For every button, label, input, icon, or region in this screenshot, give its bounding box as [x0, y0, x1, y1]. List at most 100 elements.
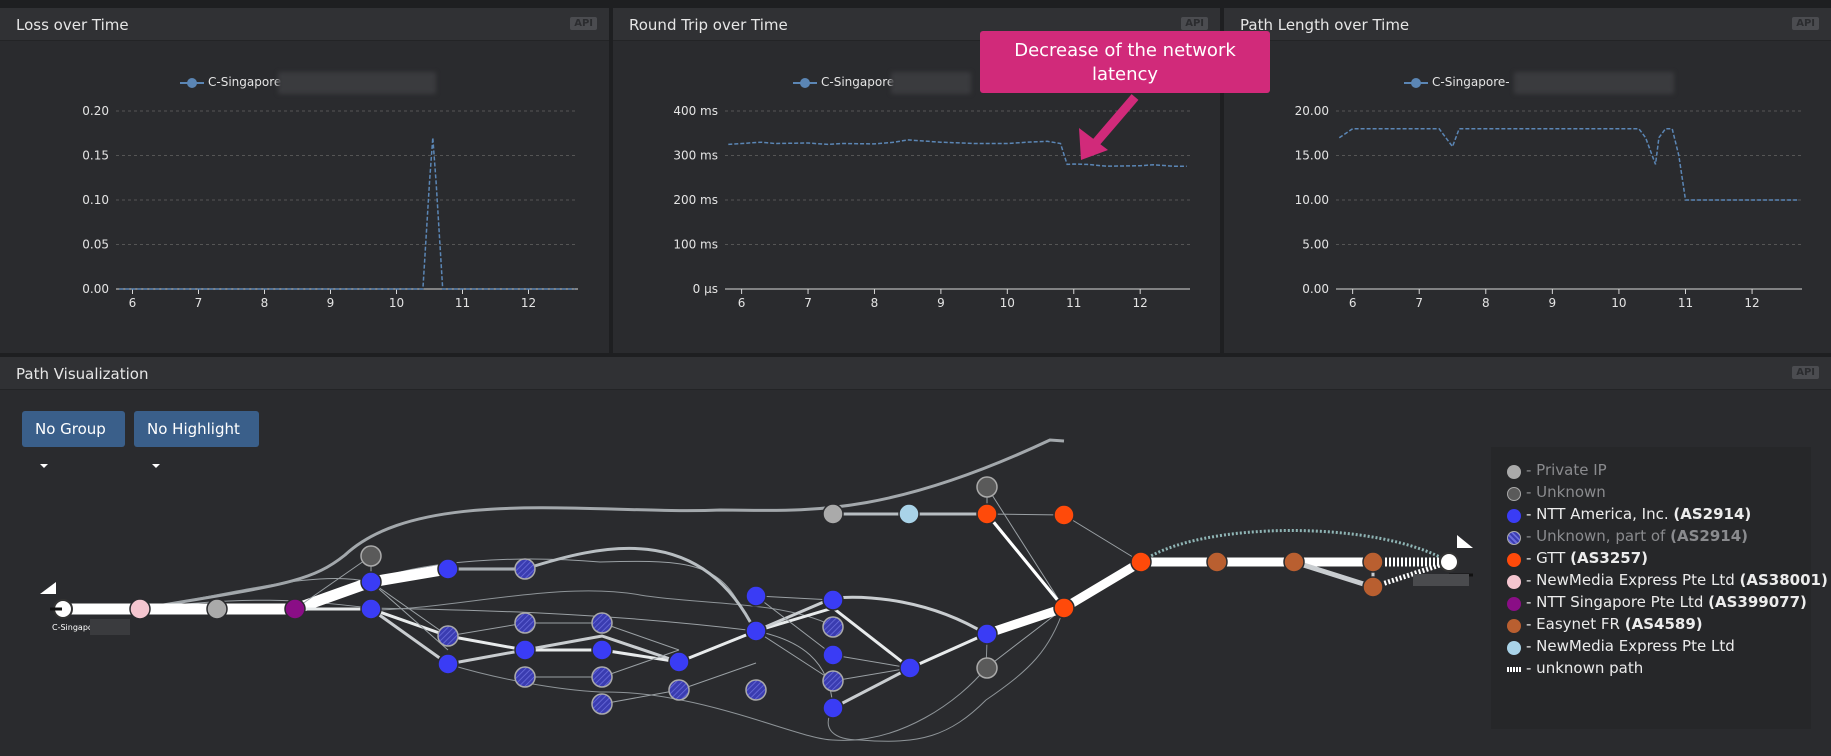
highlight-dropdown-label: No Highlight [147, 420, 240, 438]
path-node[interactable] [284, 598, 306, 620]
path-node[interactable] [1053, 597, 1075, 619]
path-node[interactable] [514, 558, 536, 580]
path-node[interactable] [591, 693, 613, 715]
path-node[interactable] [360, 598, 382, 620]
path-node[interactable] [514, 666, 536, 688]
path-length-panel-header: Path Length over Time API [1224, 8, 1831, 41]
path-length-api-badge[interactable]: API [1792, 17, 1819, 30]
redacted-name [278, 72, 436, 94]
rtt-chart: 0 μs 100 ms 200 ms 300 ms 400 ms 6 7 8 9 10 11 12 [673, 104, 1190, 310]
path-viz-api-badge[interactable]: API [1792, 366, 1819, 379]
x-tick-label: 12 [1133, 296, 1148, 310]
path-node[interactable] [591, 639, 613, 661]
legend-dot-icon [1507, 575, 1521, 589]
path-node[interactable] [1206, 551, 1228, 573]
y-tick-label: 5.00 [1302, 238, 1329, 252]
path-node[interactable] [591, 612, 613, 634]
agent-flag-icon [1457, 535, 1473, 548]
path-node[interactable] [1362, 576, 1384, 598]
path-node[interactable] [206, 598, 228, 620]
path-node[interactable] [1130, 551, 1152, 573]
path-node[interactable] [822, 670, 844, 692]
x-tick-label: 11 [1678, 296, 1693, 310]
path-node[interactable] [1053, 504, 1075, 526]
redacted-name [891, 72, 971, 94]
path-node[interactable] [822, 503, 844, 525]
legend-dot-icon [1507, 553, 1521, 567]
y-tick-label: 200 ms [673, 193, 718, 207]
x-tick-label: 6 [129, 296, 137, 310]
legend-dot-icon [1507, 487, 1521, 501]
legend-label: - NTT America, Inc. (AS2914) [1526, 505, 1751, 523]
path-node[interactable] [976, 476, 998, 498]
source-agent[interactable]: C-Singapore- [40, 582, 130, 635]
path-node[interactable] [1283, 551, 1305, 573]
path-node[interactable] [822, 697, 844, 719]
y-tick-label: 10.00 [1295, 193, 1329, 207]
x-tick-label: 12 [521, 296, 536, 310]
path-node[interactable] [822, 616, 844, 638]
x-tick-label: 9 [937, 296, 945, 310]
path-node[interactable] [514, 612, 536, 634]
path-node[interactable] [437, 653, 459, 675]
dashed-path-icon [1507, 667, 1521, 672]
path-node[interactable] [1362, 551, 1384, 573]
path-node[interactable] [822, 644, 844, 666]
legend-label: - NewMedia Express Pte Ltd (AS38001) [1526, 571, 1828, 589]
path-node[interactable] [437, 558, 459, 580]
x-tick-label: 6 [1349, 296, 1357, 310]
group-dropdown-button[interactable]: No Group [22, 411, 125, 468]
agent-flag-icon [40, 582, 56, 594]
path-node[interactable] [360, 571, 382, 593]
legend-dot-icon [1507, 597, 1521, 611]
rtt-legend-label: C-Singapore [821, 75, 895, 89]
legend-series-marker-icon [793, 78, 817, 88]
y-tick-label: 400 ms [673, 104, 718, 118]
path-node[interactable] [976, 503, 998, 525]
x-tick-label: 10 [1611, 296, 1626, 310]
target-agent[interactable] [1413, 535, 1473, 586]
path-viz-header: Path Visualization API [0, 357, 1831, 390]
x-tick-label: 11 [1066, 296, 1081, 310]
path-nodes[interactable] [129, 476, 1384, 719]
rtt-panel-title: Round Trip over Time [629, 16, 788, 34]
redacted-name [1514, 72, 1674, 94]
loss-api-badge[interactable]: API [570, 17, 597, 30]
legend-label: - NTT Singapore Pte Ltd (AS399077) [1526, 593, 1807, 611]
path-node[interactable] [129, 598, 151, 620]
path-node[interactable] [976, 657, 998, 679]
legend-label-text: - GTT [1526, 549, 1571, 567]
highlight-dropdown-button[interactable]: No Highlight [134, 411, 259, 468]
rtt-api-badge[interactable]: API [1181, 17, 1208, 30]
path-node[interactable] [976, 623, 998, 645]
x-tick-label: 7 [804, 296, 812, 310]
path-node[interactable] [360, 545, 382, 567]
path-node[interactable] [745, 620, 767, 642]
path-length-chart: 0.00 5.00 10.00 15.00 20.00 6 7 8 9 10 11 12 [1295, 104, 1802, 310]
y-tick-label: 100 ms [673, 238, 718, 252]
y-tick-label: 0.20 [82, 104, 109, 118]
y-tick-label: 300 ms [673, 149, 718, 163]
loss-legend-label: C-Singapore [208, 75, 282, 89]
x-tick-label: 11 [455, 296, 470, 310]
path-node[interactable] [745, 679, 767, 701]
legend-series-marker-icon [180, 78, 204, 88]
x-tick-label: 6 [738, 296, 746, 310]
legend-label-text: - Unknown, part of [1526, 527, 1671, 545]
legend-label-text: - Unknown [1526, 483, 1606, 501]
legend-label: - Unknown [1526, 483, 1606, 501]
path-node[interactable] [668, 679, 690, 701]
legend-label-text: - NTT America, Inc. [1526, 505, 1674, 523]
path-node[interactable] [437, 625, 459, 647]
path-node[interactable] [591, 666, 613, 688]
path-node[interactable] [745, 585, 767, 607]
path-node[interactable] [899, 657, 921, 679]
path-node[interactable] [898, 503, 920, 525]
legend-label-text: - Easynet FR [1526, 615, 1625, 633]
path-node[interactable] [822, 589, 844, 611]
path-node[interactable] [514, 639, 536, 661]
y-tick-label: 20.00 [1295, 104, 1329, 118]
caret-down-icon [40, 463, 48, 468]
path-node[interactable] [668, 651, 690, 673]
